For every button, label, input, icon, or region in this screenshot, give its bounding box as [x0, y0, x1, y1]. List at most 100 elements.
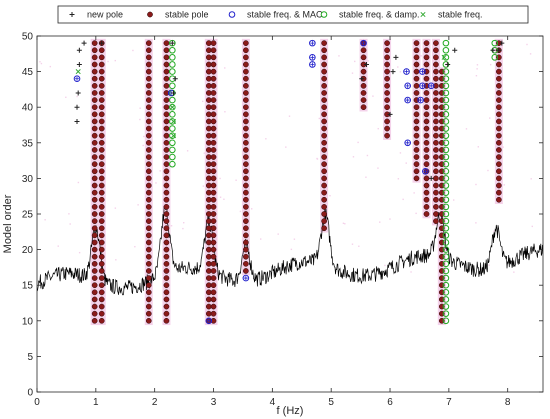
stable-pole-marker [210, 161, 217, 168]
stable-pole-marker [423, 204, 430, 210]
stable-pole-marker [321, 47, 327, 54]
new-pole-speckle [139, 118, 141, 121]
new-pole-marker [387, 111, 393, 117]
stable-pole-marker [163, 132, 170, 139]
new-pole-marker [76, 61, 82, 67]
stable-pole-marker [98, 246, 105, 253]
stable-pole-marker [423, 196, 430, 203]
new-pole-speckle [475, 222, 477, 224]
stable-pole-marker [321, 118, 327, 125]
stable-pole-marker [205, 147, 212, 153]
legend-item-stable-freq-mac: stable freq. & MAC [228, 10, 323, 20]
new-pole-speckle [219, 177, 221, 180]
new-pole-speckle [476, 64, 479, 66]
stable-freq-damp-marker [442, 289, 450, 296]
new-pole-marker [393, 54, 399, 60]
legend-marker-damp [320, 11, 328, 18]
stable-pole-marker [413, 54, 420, 61]
stable-pole-marker [205, 132, 212, 139]
stable-pole-marker [205, 211, 212, 217]
new-pole-speckle [488, 264, 490, 266]
stable-pole-marker [243, 54, 249, 61]
stable-freq-mac-marker [422, 167, 429, 175]
stable-freq-mac-cross [310, 41, 315, 46]
stable-pole-marker [163, 75, 170, 82]
stable-pole-marker [91, 253, 98, 260]
stable-pole-marker [163, 317, 170, 324]
stable-pole-marker [423, 161, 430, 168]
stable-pole-marker [210, 260, 217, 267]
stable-freq-damp-marker [442, 182, 450, 189]
y-axis-title: Model order [2, 194, 14, 253]
stable-pole-marker [205, 246, 212, 253]
stable-pole-marker [205, 97, 212, 103]
new-pole-speckle [475, 183, 477, 186]
new-pole-speckle [69, 223, 71, 225]
stable-pole-marker [145, 204, 152, 210]
stable-freq-damp-marker [442, 203, 450, 211]
new-pole-speckle [530, 178, 532, 180]
stable-pole-marker [98, 168, 105, 175]
new-pole-speckle [480, 268, 483, 271]
stable-freq-mac-cross [243, 276, 248, 281]
stable-pole-marker [98, 104, 105, 111]
stable-freq-damp-marker [442, 132, 450, 139]
stable-freq-marker [75, 69, 81, 75]
stable-pole-marker [243, 97, 249, 103]
stable-pole-marker [423, 154, 430, 160]
stable-pole-marker [145, 104, 152, 111]
stable-pole-marker [98, 161, 105, 168]
x-tick-label: 7 [446, 397, 452, 408]
new-pole-speckle [114, 207, 117, 209]
stable-pole-marker [321, 175, 327, 182]
stable-pole-marker [98, 253, 105, 260]
new-pole-speckle [224, 67, 226, 69]
legend-marker-freq [420, 11, 426, 18]
stable-pole-marker [210, 168, 217, 175]
stable-pole-marker [205, 82, 212, 89]
stable-pole-marker [210, 61, 217, 68]
stable-pole-marker [98, 317, 105, 324]
stable-pole-marker [321, 132, 327, 139]
stable-pole-marker [91, 268, 98, 274]
new-pole-marker [75, 90, 81, 96]
new-pole-speckle [412, 149, 414, 152]
stable-freq-damp-marker [491, 39, 499, 47]
stable-pole-marker [205, 154, 212, 160]
stable-pole-marker [98, 182, 105, 189]
stable-pole-marker [423, 147, 430, 153]
stable-freq-damp-marker [442, 210, 450, 218]
stable-pole-marker [98, 154, 105, 160]
stable-pole-marker [321, 147, 327, 153]
stable-pole-marker [433, 75, 439, 82]
stable-pole-marker [205, 182, 212, 189]
stable-pole-marker [145, 125, 152, 132]
stable-pole-marker [433, 40, 439, 46]
stable-pole-marker [145, 97, 152, 103]
stable-pole-marker [205, 125, 212, 132]
stable-pole-marker [384, 75, 390, 82]
new-pole-speckle [260, 238, 262, 240]
stable-pole-marker [384, 97, 390, 103]
stable-pole-marker [205, 111, 212, 118]
stable-pole-marker [243, 189, 249, 196]
stable-pole-marker [210, 275, 217, 281]
stable-pole-marker [91, 246, 98, 253]
stable-pole-marker [413, 125, 420, 132]
stable-freq-damp-marker [169, 39, 176, 47]
stable-freq-mac-circle [419, 82, 426, 90]
new-pole-marker [81, 40, 87, 46]
stable-pole-marker [163, 189, 170, 196]
stable-pole-marker [321, 161, 327, 168]
stable-pole-marker [433, 90, 439, 96]
stable-pole-marker [145, 239, 152, 246]
stable-pole-marker [433, 218, 439, 224]
new-pole-speckle [384, 264, 386, 267]
stable-pole-marker [145, 118, 152, 125]
stable-pole-marker [163, 303, 170, 310]
stable-pole-marker [163, 54, 170, 61]
new-pole-speckle [399, 71, 402, 73]
new-pole-speckle [143, 135, 145, 138]
stable-freq-mac-cross [310, 62, 315, 67]
stable-pole-marker [98, 132, 105, 139]
